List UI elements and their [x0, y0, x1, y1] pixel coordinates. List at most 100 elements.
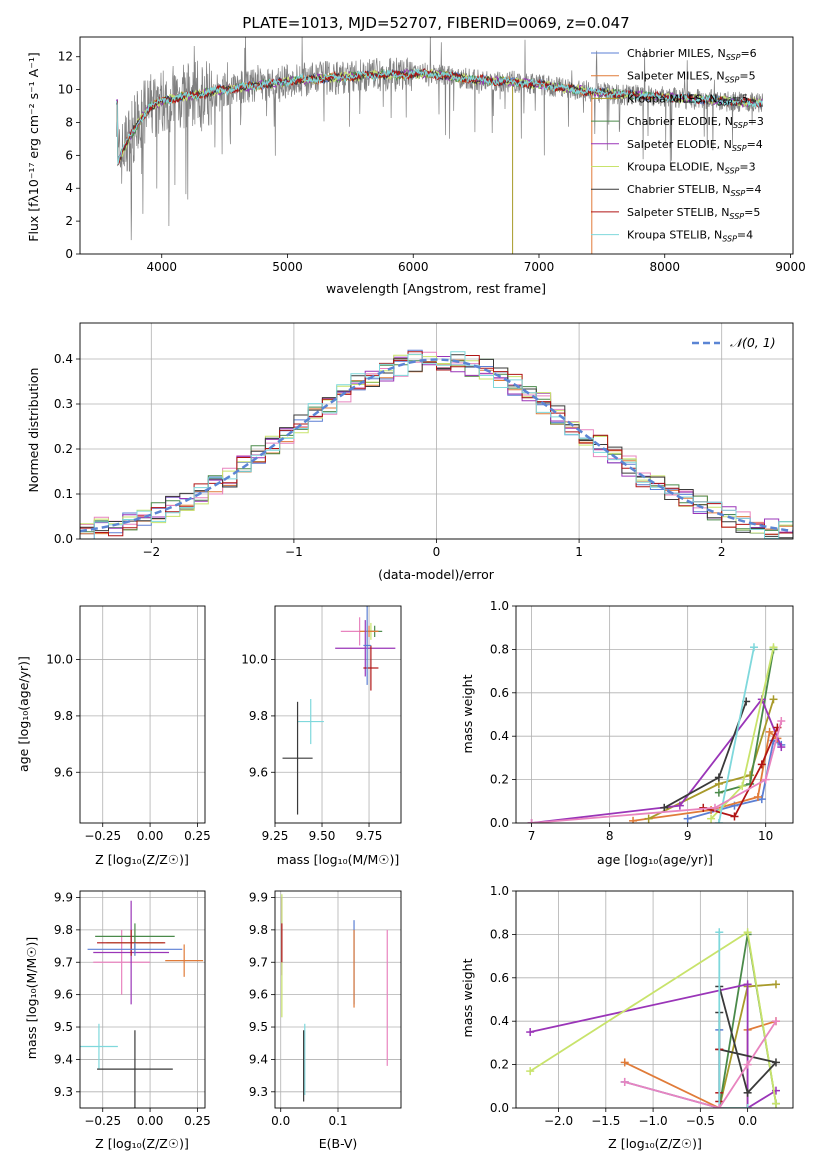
z-weight-marks [526, 928, 780, 1108]
legend-label-tail: =3 [739, 161, 755, 174]
legend-label-tail: =3 [748, 115, 764, 128]
axes-frame [79, 890, 206, 1109]
legend-label-tail: =5 [732, 92, 748, 105]
axes-frame [274, 890, 402, 1109]
y-tick-label: 9.3 [249, 1085, 268, 1099]
mass-age-marks [282, 606, 396, 815]
y-tick-label: 6 [65, 148, 73, 162]
x-tick-label: 10 [758, 829, 773, 843]
series-line [624, 1020, 777, 1108]
series-line [703, 727, 779, 818]
y-tick-label: 9.7 [54, 955, 73, 969]
series-line [718, 647, 755, 823]
legend-label-tail: =4 [737, 229, 753, 242]
histogram-legend: 𝒩(0, 1) [692, 335, 776, 350]
legend-label-tail: =6 [740, 47, 756, 60]
legend-label-tail: =4 [747, 138, 763, 151]
legend-label-main: Chabrier ELODIE, N [627, 115, 733, 128]
z-mass-marks [80, 900, 204, 1108]
z-age-marks [89, 606, 206, 815]
normal-curve [80, 358, 793, 533]
legend-label-main: Chabrier MILES, N [627, 47, 726, 60]
z-mass-ylabel: mass [log₁₀(M/M☉)] [24, 937, 39, 1059]
axes-frame [515, 890, 794, 1109]
y-tick-label: 0.2 [490, 773, 509, 787]
axes-frame [79, 36, 794, 255]
y-tick-label: 9.5 [54, 1020, 73, 1034]
histogram-lines [80, 349, 793, 539]
y-tick-label: 1.0 [490, 884, 509, 898]
legend-label-main: Chabrier STELIB, N [627, 183, 731, 196]
histogram-xlabel: (data-model)/error [378, 567, 495, 582]
legend-label-tail: =4 [745, 183, 761, 196]
residual-histogram-panel: −2 −1 0 1 2 0.0 0.1 0.2 0.3 0.4 (data-model)/erro… [26, 322, 794, 582]
series-line [718, 932, 748, 1108]
y-tick-label: 0.4 [54, 352, 73, 366]
y-tick-label: 0.8 [490, 642, 509, 656]
y-tick-label: 9.8 [54, 709, 73, 723]
y-tick-label: 9.8 [54, 923, 73, 937]
z-mass-xlabel: Z [log₁₀(Z/Z☉)] [95, 1136, 189, 1151]
y-tick-label: 9.6 [54, 765, 73, 779]
z-age-xlabel: Z [log₁₀(Z/Z☉)] [95, 852, 189, 867]
legend-label: Salpeter MILES, NSSP=5 [627, 70, 756, 85]
normal-legend-label: 𝒩(0, 1) [730, 335, 776, 350]
y-tick-label: 10.0 [46, 653, 73, 667]
x-tick-label: −2 [142, 545, 160, 559]
y-tick-label: 9.9 [249, 890, 268, 904]
age-weight-panel: 7 8 9 10 0.0 0.2 0.4 0.6 0.8 1.0 age [log₁₀(age/y… [460, 599, 794, 867]
series-line [531, 697, 783, 823]
series-line [663, 701, 748, 809]
spectrum-ylabel: Flux [fλ10⁻¹⁷ erg cm⁻² s⁻¹ A⁻¹] [26, 52, 41, 241]
x-tick-label: 9.25 [262, 829, 289, 843]
legend-label-sub: SSP [732, 144, 747, 153]
y-tick-label: 9.8 [249, 923, 268, 937]
y-tick-label: 9.8 [249, 709, 268, 723]
ebv-mass-panel: 0.0 0.1 9.3 9.4 9.5 9.6 9.7 9.8 9.9 E(B-V) [249, 890, 402, 1151]
legend-label-tail: =5 [739, 70, 755, 83]
x-tick-label: −0.5 [686, 1114, 715, 1128]
y-tick-label: 9.6 [249, 765, 268, 779]
y-tick-label: 0.8 [490, 927, 509, 941]
y-tick-label: 8 [65, 115, 73, 129]
mass-age-xlabel: mass [log₁₀(M/M☉)] [277, 852, 399, 867]
ebv-mass-marks [281, 894, 388, 1102]
y-tick-label: 0.3 [54, 397, 73, 411]
x-tick-label: 0.0 [738, 1114, 757, 1128]
z-weight-panel: −2.0 −1.5 −1.0 −0.5 0.0 0.0 0.2 0.4 0.6 0.8 1.0 Z … [460, 884, 794, 1151]
x-tick-label: 0.25 [184, 829, 211, 843]
series-line [530, 983, 777, 1108]
y-tick-label: 9.4 [249, 1052, 268, 1066]
y-tick-label: 4 [65, 181, 73, 195]
axes-frame [515, 605, 794, 824]
y-tick-label: 0.6 [490, 686, 509, 700]
spectrum-panel: PLATE=1013, MJD=52707, FIBERID=0069, z=0… [26, 14, 806, 296]
legend-label-sub: SSP [725, 76, 740, 85]
legend-label-sub: SSP [722, 235, 737, 244]
legend-label: Chabrier ELODIE, NSSP=3 [627, 115, 764, 130]
x-tick-label: 0.00 [137, 829, 164, 843]
legend-label-main: Salpeter MILES, N [627, 70, 725, 83]
ebv-mass-xlabel: E(B-V) [319, 1136, 358, 1151]
x-tick-label: 1 [575, 545, 583, 559]
z-weight-xlabel: Z [log₁₀(Z/Z☉)] [608, 1136, 702, 1151]
y-tick-label: 0.2 [490, 1058, 509, 1072]
legend-label: Chabrier STELIB, NSSP=4 [627, 183, 761, 198]
y-tick-label: 0.1 [54, 487, 73, 501]
legend-label: Kroupa STELIB, NSSP=4 [627, 229, 753, 244]
x-tick-label: 2 [718, 545, 726, 559]
series-line [531, 720, 783, 823]
legend-label: Salpeter ELODIE, NSSP=4 [627, 138, 763, 153]
x-tick-label: 0.00 [137, 1114, 164, 1128]
y-tick-label: 12 [58, 50, 73, 64]
legend-label-tail: =5 [744, 206, 760, 219]
legend-label-main: Kroupa ELODIE, N [627, 161, 725, 174]
legend-label-main: Kroupa STELIB, N [627, 229, 722, 242]
x-tick-label: 0.1 [328, 1114, 347, 1128]
y-tick-label: 0.4 [490, 729, 509, 743]
z-age-ylabel: age [log₁₀(age/yr)] [16, 656, 31, 772]
y-tick-label: 0.0 [490, 1101, 509, 1115]
spectrum-xlabel: wavelength [Angstrom, rest frame] [326, 281, 546, 296]
y-tick-label: 9.4 [54, 1052, 73, 1066]
